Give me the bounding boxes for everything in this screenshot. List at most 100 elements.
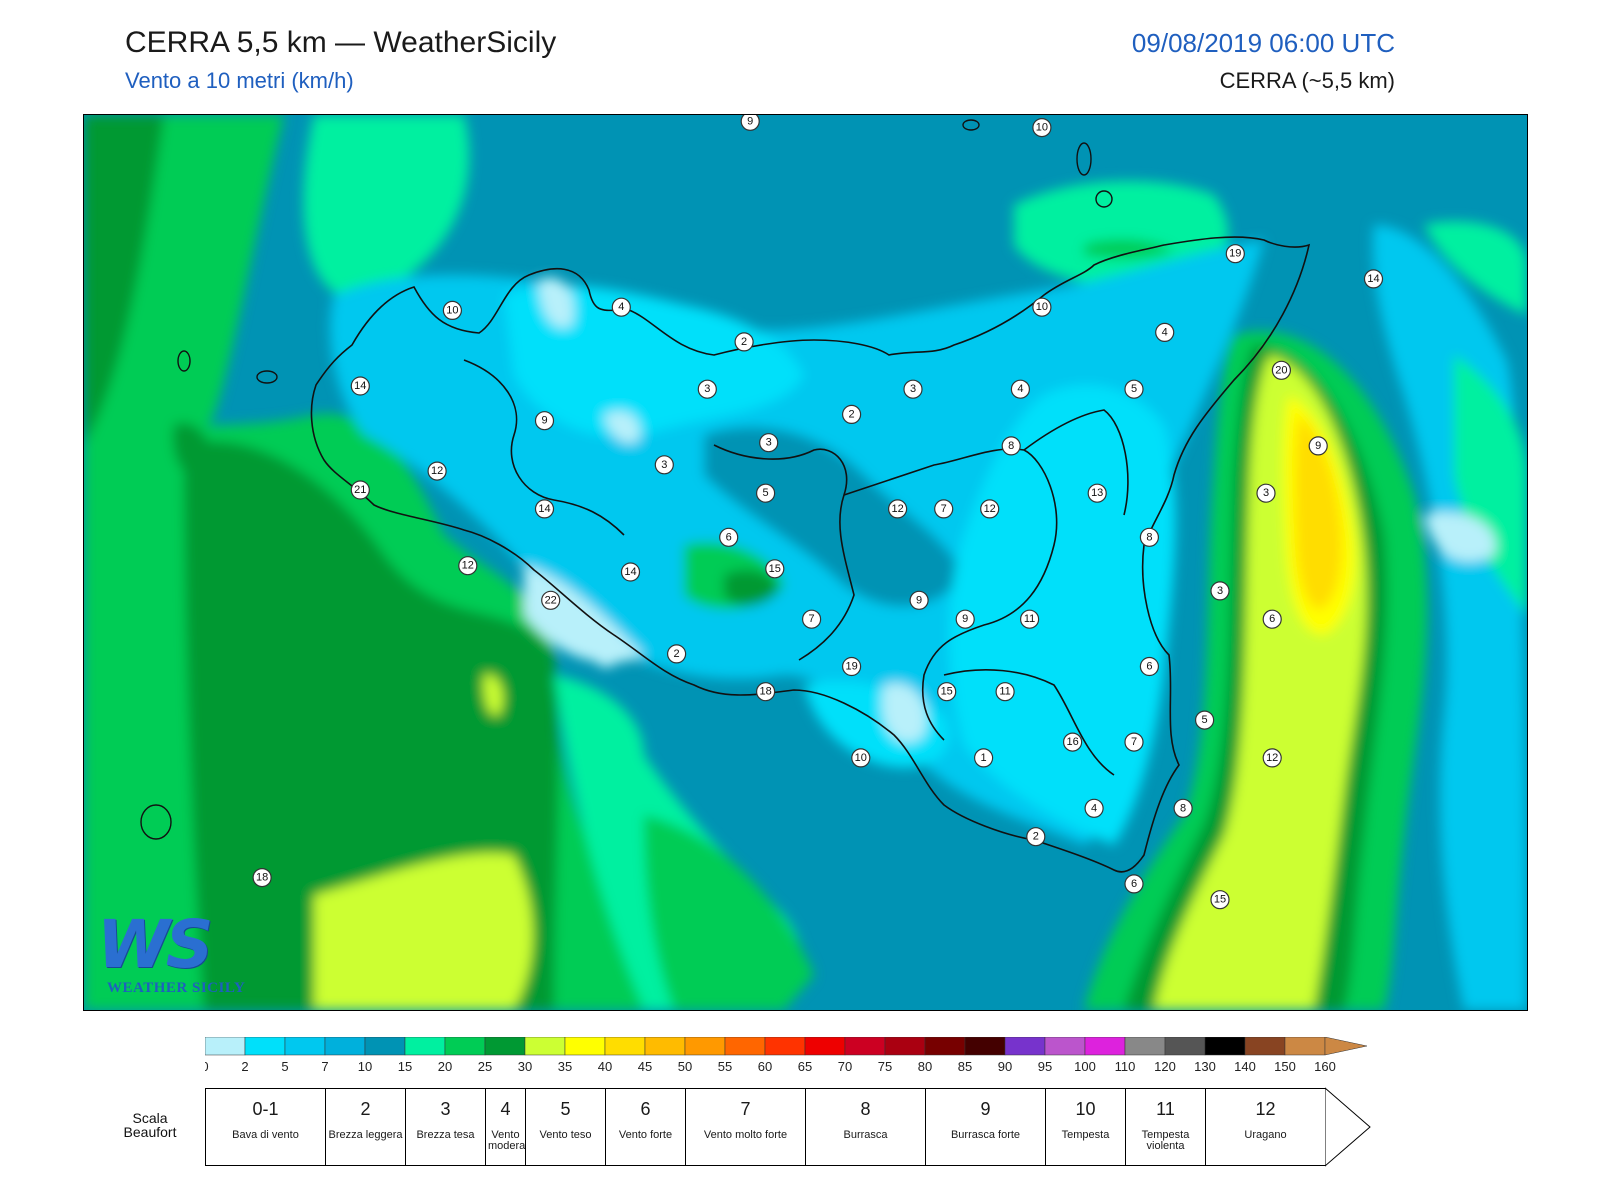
beaufort-number: 9 <box>980 1099 991 1119</box>
beaufort-number: 0-1 <box>252 1099 279 1119</box>
station-value: 10 <box>855 752 867 764</box>
station-marker: 2 <box>666 644 687 664</box>
colorbar-tick-label: 45 <box>638 1059 652 1074</box>
station-circle <box>973 748 994 768</box>
station-marker: 14 <box>620 562 641 582</box>
logo-subtext: WEATHER SICILY <box>107 980 246 996</box>
beaufort-number: 4 <box>500 1099 511 1119</box>
station-circle <box>697 379 717 399</box>
station-circle <box>427 461 447 481</box>
station-value: 12 <box>984 503 996 515</box>
station-circle <box>1124 379 1144 399</box>
colorbar-segment <box>604 1037 646 1056</box>
station-circle <box>955 609 975 629</box>
station-value: 3 <box>704 383 710 395</box>
station-value: 7 <box>809 613 815 625</box>
beaufort-description: Tempesta violenta <box>1141 1129 1190 1152</box>
station-value: 3 <box>766 437 772 449</box>
station-marker: 6 <box>1139 656 1160 677</box>
station-marker: 9 <box>740 115 760 131</box>
beaufort-class: 12 Uragano <box>1205 1088 1325 1166</box>
station-value: 21 <box>354 484 366 496</box>
logo-text: WS <box>97 906 213 983</box>
beaufort-number: 7 <box>740 1099 751 1119</box>
beaufort-arrow <box>1325 1087 1371 1167</box>
station-marker: 12 <box>1262 748 1282 768</box>
station-marker: 2 <box>1026 827 1046 847</box>
station-circle <box>1262 748 1282 768</box>
station-value: 11 <box>1024 613 1035 625</box>
station-marker: 8 <box>1139 527 1160 547</box>
station-value: 18 <box>256 872 268 884</box>
station-value: 8 <box>1008 440 1014 452</box>
colorbar-tick-label: 80 <box>918 1059 932 1074</box>
beaufort-class: 11 Tempesta violenta <box>1125 1088 1205 1166</box>
station-value: 3 <box>1217 585 1223 597</box>
map-title: CERRA 5,5 km — WeatherSicily <box>125 26 557 59</box>
colorbar-segment <box>284 1037 326 1056</box>
station-circle <box>719 527 739 547</box>
station-value: 12 <box>891 503 903 515</box>
station-marker: 4 <box>1084 798 1104 818</box>
station-marker: 15 <box>1210 890 1230 910</box>
station-circle <box>350 376 370 396</box>
beaufort-description: Bava di vento <box>232 1129 299 1141</box>
station-marker: 4 <box>1010 379 1031 399</box>
beaufort-class: 5 Vento teso <box>525 1088 605 1166</box>
station-marker: 16 <box>1062 732 1083 752</box>
station-marker: 10 <box>442 300 462 320</box>
colorbar-segment <box>364 1037 406 1056</box>
station-circle <box>909 590 929 610</box>
beaufort-description: Vento forte <box>618 1129 673 1141</box>
beaufort-class: 6 Vento forte <box>605 1088 685 1166</box>
station-marker: 3 <box>759 433 779 453</box>
station-value: 2 <box>741 336 747 348</box>
station-circle <box>1062 732 1083 752</box>
beaufort-class: 8 Burrasca <box>805 1088 925 1166</box>
station-circle <box>458 556 478 576</box>
station-marker: 7 <box>801 609 822 629</box>
colorbar: 0257101520253035404550556065707580859095… <box>205 1037 1368 1074</box>
colorbar-tick-label: 5 <box>281 1059 288 1074</box>
station-value: 10 <box>1036 122 1048 134</box>
station-circle <box>755 682 776 702</box>
station-value: 1 <box>981 752 987 764</box>
station-circle <box>841 404 862 424</box>
beaufort-description: Vento moderato <box>488 1129 535 1152</box>
station-marker: 9 <box>909 590 929 610</box>
station-value: 16 <box>1066 736 1078 748</box>
station-circle <box>1001 436 1021 456</box>
beaufort-number: 6 <box>640 1099 651 1119</box>
colorbar-tick-label: 120 <box>1154 1059 1176 1074</box>
beaufort-class: 7 Vento molto forte <box>685 1088 805 1166</box>
station-value: 2 <box>674 648 680 660</box>
colorbar-tick-label: 30 <box>518 1059 532 1074</box>
station-circle <box>442 300 462 320</box>
colorbar-tick-label: 40 <box>598 1059 612 1074</box>
station-circle <box>1210 890 1230 910</box>
colorbar-segment <box>764 1037 806 1056</box>
station-marker: 5 <box>1124 379 1144 399</box>
station-circle <box>534 411 555 431</box>
station-value: 3 <box>910 383 916 395</box>
islands <box>140 119 1113 840</box>
station-circle <box>1124 732 1144 752</box>
station-value: 5 <box>1202 714 1208 726</box>
station-marker: 11 <box>1019 609 1040 629</box>
station-circle <box>1308 436 1328 456</box>
station-circle <box>1032 118 1052 138</box>
colorbar-tick-label: 65 <box>798 1059 812 1074</box>
station-circle <box>887 499 908 519</box>
wind-map: 9 10 19 14 10 4 2 10 4 20 14 9 3 2 3 4 5 3 8 9 12 3 21 14 5 12 7 12… <box>83 114 1528 1011</box>
station-marker: 7 <box>934 499 954 519</box>
station-value: 6 <box>1146 661 1152 673</box>
station-value: 7 <box>1131 736 1137 748</box>
station-marker: 15 <box>765 559 785 579</box>
station-marker: 6 <box>1262 609 1282 629</box>
colorbar-tick-label: 35 <box>558 1059 572 1074</box>
station-circle <box>1084 798 1104 818</box>
beaufort-class: 2 Brezza leggera <box>325 1088 405 1166</box>
station-marker: 4 <box>611 297 631 317</box>
station-marker: 19 <box>841 656 862 677</box>
